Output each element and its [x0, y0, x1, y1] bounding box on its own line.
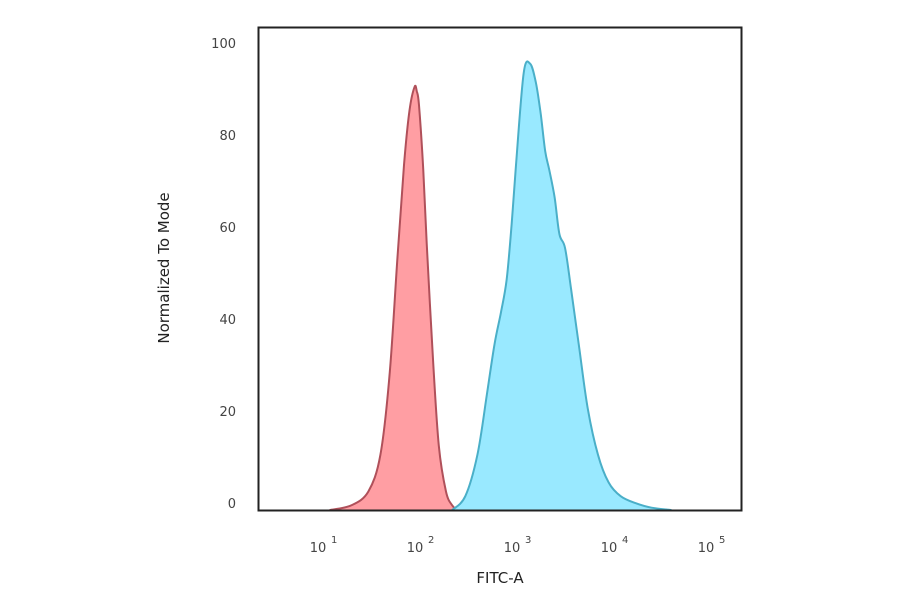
histogram-series-layer [329, 60, 672, 511]
x-tick-label: 10 [310, 541, 327, 556]
x-axis-label: FITC-A [476, 569, 524, 587]
x-tick-exponent: 3 [525, 535, 531, 546]
plot-frame [257, 26, 743, 512]
x-tick-exponent: 2 [428, 535, 434, 546]
y-tick-label: 60 [219, 221, 236, 236]
x-tick-label: 10 [504, 541, 521, 556]
x-tick-label: 10 [601, 541, 618, 556]
y-tick-label: 100 [211, 37, 236, 52]
sample-histogram-area [452, 61, 672, 511]
y-tick-label: 20 [219, 405, 236, 420]
control-histogram-outline [329, 84, 459, 511]
sample-histogram-outline [451, 60, 672, 511]
y-tick-label: 80 [219, 129, 236, 144]
x-tick-exponent: 4 [622, 535, 628, 546]
y-tick-label: 0 [228, 497, 236, 512]
control-histogram-area [329, 85, 458, 510]
x-axis-ticks: 10 1 10 2 10 3 10 4 10 5 [310, 535, 726, 556]
y-axis-label: Normalized To Mode [155, 192, 173, 343]
x-tick-exponent: 5 [719, 535, 725, 546]
x-tick-label: 10 [407, 541, 424, 556]
y-axis-ticks: 0 20 40 60 80 100 [211, 37, 236, 512]
x-tick-label: 10 [698, 541, 715, 556]
x-tick-exponent: 1 [331, 535, 337, 546]
y-tick-label: 40 [219, 313, 236, 328]
